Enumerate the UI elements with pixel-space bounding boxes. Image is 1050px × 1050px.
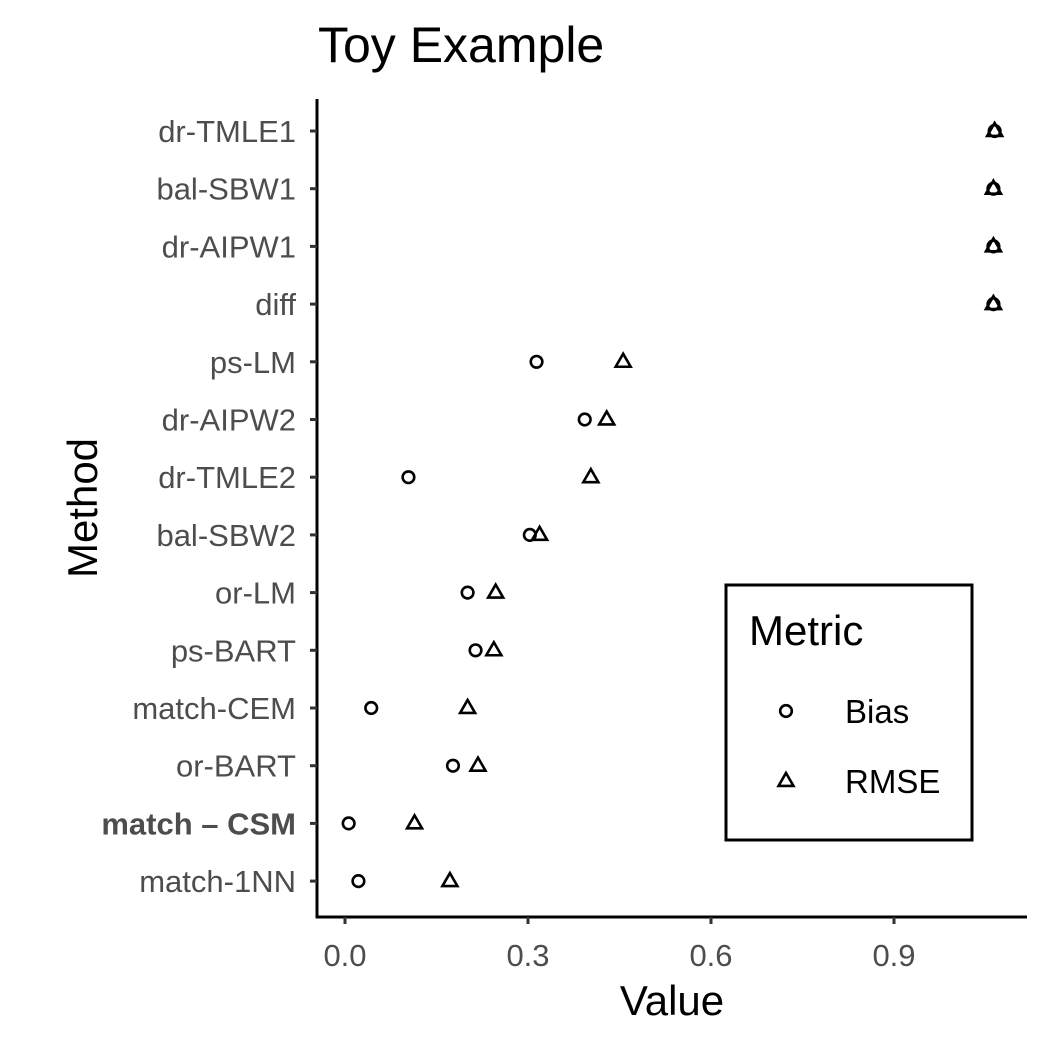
y-tick-label: match-1NN bbox=[139, 864, 296, 899]
legend-key-rmse bbox=[776, 770, 796, 788]
legend-entries: Bias RMSE bbox=[776, 693, 940, 800]
legend-key-bias bbox=[778, 703, 794, 719]
y-tick-label: match – CSM bbox=[101, 806, 296, 841]
bias-point bbox=[460, 585, 475, 600]
x-axis-title: Value bbox=[620, 977, 724, 1024]
x-tick-label: 0.0 bbox=[323, 938, 366, 973]
y-tick-label: dr-AIPW1 bbox=[162, 229, 296, 264]
rmse-point bbox=[440, 870, 460, 888]
bias-point bbox=[577, 412, 592, 427]
rmse-point bbox=[457, 697, 478, 715]
bias-point bbox=[445, 758, 461, 773]
x-axis-ticks: 0.0 0.3 0.6 0.9 bbox=[323, 917, 916, 973]
legend-title: Metric bbox=[749, 607, 863, 654]
bias-point bbox=[364, 700, 379, 716]
y-tick-label: or-LM bbox=[215, 576, 296, 611]
y-tick-label: bal-SBW2 bbox=[156, 518, 296, 553]
bias-point bbox=[468, 643, 483, 658]
legend: Metric Bias RMSE bbox=[724, 583, 974, 842]
rmse-point bbox=[485, 581, 506, 599]
rmse-point bbox=[529, 524, 550, 542]
y-tick-label: bal-SBW1 bbox=[156, 172, 296, 207]
y-tick-label: diff bbox=[255, 287, 296, 322]
x-tick-label: 0.9 bbox=[872, 938, 915, 973]
bias-point bbox=[401, 470, 416, 485]
rmse-point bbox=[983, 235, 1004, 253]
y-tick-label: match-CEM bbox=[132, 691, 296, 726]
chart-title: Toy Example bbox=[318, 17, 604, 73]
bias-point bbox=[351, 873, 366, 889]
bias-point bbox=[341, 816, 356, 831]
y-tick-label: ps-LM bbox=[210, 345, 296, 380]
rmse-point bbox=[984, 120, 1005, 138]
rmse-point bbox=[484, 639, 504, 657]
x-tick-label: 0.3 bbox=[506, 938, 549, 973]
rmse-point bbox=[613, 351, 633, 369]
bias-point bbox=[529, 354, 544, 369]
data-points bbox=[341, 120, 1005, 889]
rmse-point bbox=[983, 293, 1004, 311]
y-tick-label: ps-BART bbox=[171, 633, 296, 668]
y-tick-label: or-BART bbox=[176, 749, 296, 784]
rmse-point bbox=[596, 408, 617, 426]
plot-area: dr-TMLE1 bal-SBW1 dr-AIPW1 diff ps-LM dr-AIPW… bbox=[101, 99, 1027, 973]
y-tick-label: dr-AIPW2 bbox=[162, 403, 296, 438]
rmse-point bbox=[404, 812, 425, 830]
legend-label-rmse: RMSE bbox=[845, 763, 940, 800]
y-tick-label: dr-TMLE2 bbox=[158, 460, 296, 495]
rmse-point bbox=[468, 755, 488, 772]
y-axis-title: Method bbox=[59, 438, 106, 578]
x-tick-label: 0.6 bbox=[689, 938, 732, 973]
y-axis-ticks: dr-TMLE1 bal-SBW1 dr-AIPW1 diff ps-LM dr-AIPW… bbox=[101, 114, 317, 899]
y-tick-label: dr-TMLE1 bbox=[158, 114, 296, 149]
legend-label-bias: Bias bbox=[845, 693, 909, 730]
rmse-point bbox=[983, 178, 1004, 195]
legend-box bbox=[724, 583, 974, 842]
rmse-point bbox=[581, 466, 601, 484]
